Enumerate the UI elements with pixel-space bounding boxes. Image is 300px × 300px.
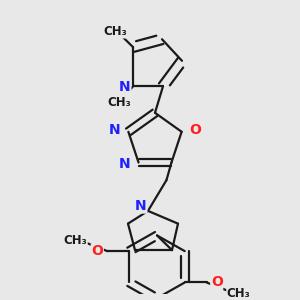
Text: CH₃: CH₃ — [103, 25, 127, 38]
Text: O: O — [190, 123, 202, 137]
Text: N: N — [135, 199, 147, 213]
Text: CH₃: CH₃ — [63, 234, 87, 247]
Text: N: N — [109, 123, 120, 137]
Text: O: O — [91, 244, 103, 258]
Text: O: O — [211, 275, 223, 290]
Text: CH₃: CH₃ — [107, 95, 131, 109]
Text: CH₃: CH₃ — [227, 287, 250, 300]
Text: N: N — [119, 80, 131, 94]
Text: N: N — [119, 158, 130, 172]
